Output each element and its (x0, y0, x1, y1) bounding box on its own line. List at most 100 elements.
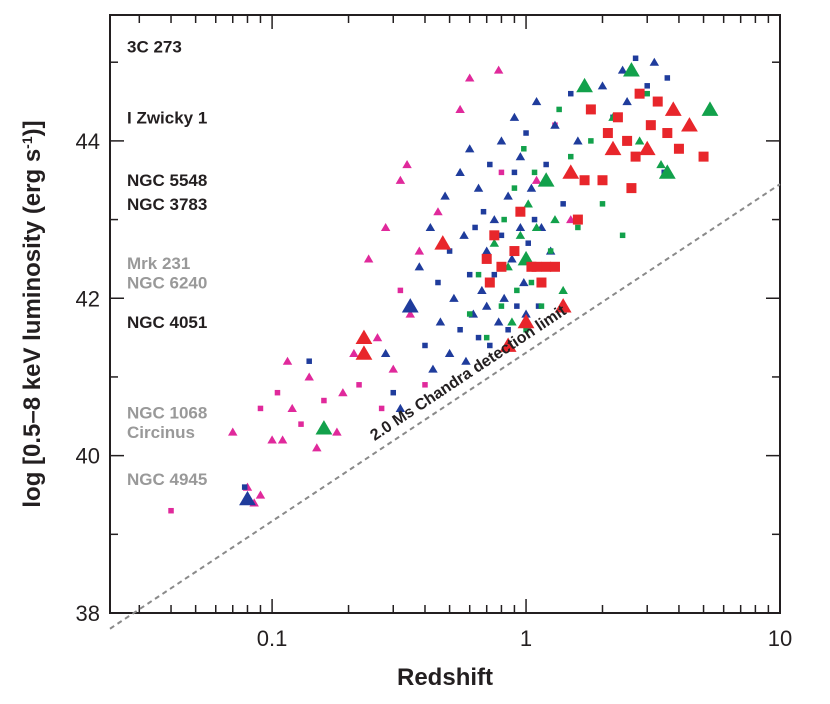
green-triangle-point (656, 160, 666, 169)
magenta-triangle-point (282, 356, 293, 365)
blue-triangle-point (455, 167, 465, 176)
red-square-point (509, 246, 520, 257)
green-square-point (501, 216, 507, 223)
blue-triangle-point (509, 112, 520, 121)
magenta-square-point (321, 397, 327, 404)
red-square-point (673, 143, 684, 154)
magenta-triangle-point (287, 403, 297, 413)
green-square-point (511, 185, 518, 191)
blue-square-point (306, 358, 312, 364)
blue-square-point (535, 303, 542, 309)
blue-square-point (491, 271, 498, 278)
y-axis-title-main: log [0.5–8 keV luminosity (erg s (19, 149, 46, 508)
magenta-square-point (356, 382, 362, 388)
blue-square-point (435, 279, 441, 286)
blue-triangle-point (473, 183, 484, 192)
blue-square-point (664, 75, 671, 81)
green-square-point (498, 303, 505, 309)
plot-frame (109, 14, 781, 614)
magenta-triangle-point (414, 246, 425, 255)
green-square-point (514, 287, 520, 294)
blue-triangle-point (489, 215, 500, 224)
green-triangle-point (634, 136, 645, 145)
blue-triangle-point (550, 120, 560, 129)
magenta-triangle-point (372, 333, 383, 342)
x-tick-label: 1 (520, 626, 532, 651)
red-triangle-point (554, 298, 572, 313)
magenta-triangle-point (531, 175, 542, 184)
blue-triangle-point (573, 136, 583, 145)
blue-square-point (505, 326, 511, 333)
green-square-point (523, 326, 529, 333)
magenta-square-point (168, 507, 174, 514)
blue-triangle-point (507, 254, 517, 263)
magenta-triangle-point (395, 175, 406, 184)
red-square-point (597, 175, 608, 186)
magenta-triangle-point (455, 104, 465, 114)
green-square-point (521, 146, 527, 152)
blue-triangle-point (493, 317, 504, 326)
red-square-point (484, 277, 495, 288)
y-axis-title-sup: -1 (19, 136, 35, 149)
green-triangle-point (537, 172, 555, 187)
y-axis-title: log [0.5–8 keV luminosity (erg s-1)] (19, 120, 46, 507)
green-square-point (568, 153, 574, 160)
blue-square-point (498, 232, 505, 239)
blue-triangle-point (425, 222, 436, 232)
green-triangle-point (623, 62, 640, 77)
green-square-point (599, 201, 606, 207)
magenta-triangle-point (380, 222, 391, 232)
red-square-point (652, 96, 663, 107)
blue-triangle-point (481, 301, 492, 310)
red-square-point (549, 261, 560, 272)
green-square-point (556, 106, 562, 113)
blue-triangle-point (461, 356, 471, 365)
red-square-point (585, 104, 596, 115)
red-square-point (481, 253, 492, 264)
x-tick-label: 0.1 (257, 626, 288, 651)
reference-source-label: Circinus (127, 423, 195, 442)
blue-square-point (446, 248, 453, 254)
blue-square-point (568, 90, 574, 97)
green-triangle-point (523, 199, 533, 208)
blue-triangle-point (515, 222, 526, 232)
green-square-point (547, 248, 554, 254)
magenta-triangle-point (464, 73, 475, 82)
red-triangle-point (681, 117, 698, 132)
magenta-triangle-point (349, 348, 359, 357)
blue-square-point (644, 83, 650, 89)
blue-square-point (560, 201, 566, 207)
detection-limit-label: 2.0 Ms Chandra detection limit (367, 302, 570, 444)
blue-triangle-point (435, 317, 446, 326)
blue-square-point (472, 224, 478, 231)
green-square-point (588, 138, 594, 144)
blue-square-point (523, 130, 529, 136)
blue-square-point (543, 161, 549, 168)
blue-triangle-point (444, 348, 455, 357)
green-triangle-point (531, 222, 542, 232)
reference-source-label: NGC 4945 (127, 470, 207, 489)
x-tick-label: 10 (768, 626, 792, 651)
blue-square-point (514, 303, 520, 309)
magenta-triangle-point (363, 254, 374, 263)
red-triangle-point (499, 337, 517, 352)
magenta-square-point (397, 287, 404, 294)
green-square-point (531, 169, 538, 176)
magenta-triangle-point (433, 207, 443, 216)
blue-square-point (475, 334, 482, 341)
blue-triangle-point (597, 81, 608, 90)
magenta-square-point (422, 382, 428, 388)
red-square-point (579, 175, 590, 186)
blue-triangle-point (440, 191, 450, 200)
magenta-triangle-point (277, 435, 288, 444)
y-axis-title-tail: )] (19, 120, 46, 136)
red-square-point (634, 88, 645, 99)
red-triangle-point (664, 101, 682, 116)
blue-triangle-point (428, 364, 438, 373)
magenta-triangle-point (267, 435, 277, 444)
green-square-point (466, 311, 473, 317)
green-triangle-point (558, 285, 568, 294)
red-square-point (622, 135, 633, 146)
